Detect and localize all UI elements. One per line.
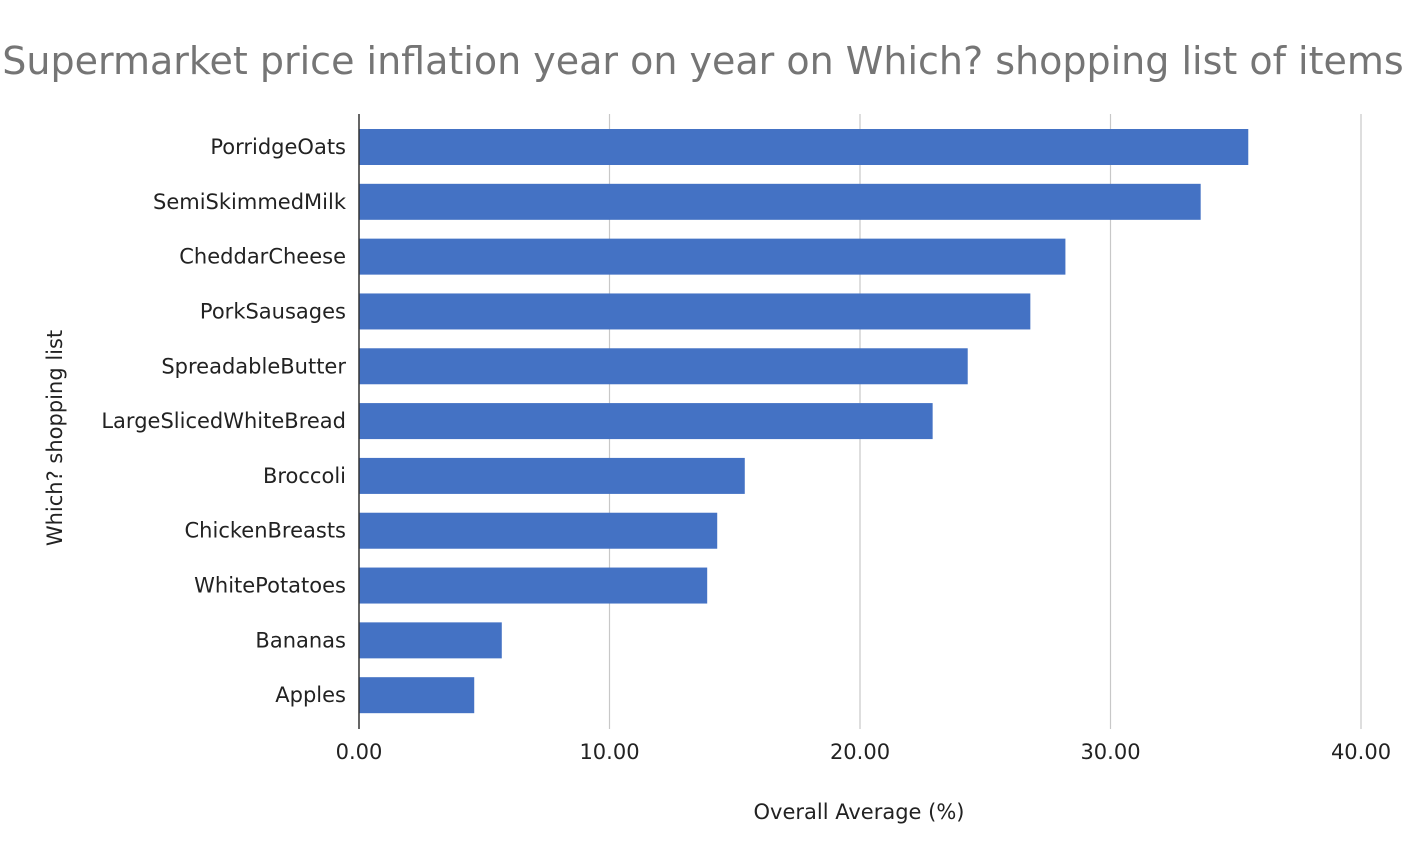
category-label-Broccoli: Broccoli <box>263 464 346 488</box>
bar-CheddarCheese <box>359 238 1066 275</box>
x-tick-label-20: 20.00 <box>830 740 890 764</box>
category-label-PorkSausages: PorkSausages <box>200 299 346 323</box>
x-tick-labels: 0.00 10.00 20.00 30.00 40.00 <box>336 740 1391 764</box>
x-tick-label-10: 10.00 <box>579 740 639 764</box>
category-labels: PorridgeOats SemiSkimmedMilk CheddarCheese… <box>101 135 346 707</box>
category-label-CheddarCheese: CheddarCheese <box>179 245 346 269</box>
category-label-LargeSlicedWhiteBread: LargeSlicedWhiteBread <box>101 409 346 433</box>
category-label-WhitePotatoes: WhitePotatoes <box>194 574 346 598</box>
bar-SemiSkimmedMilk <box>359 183 1201 220</box>
x-tick-label-40: 40.00 <box>1331 740 1391 764</box>
bar-Bananas <box>359 622 502 659</box>
y-axis-title: Which? shopping list <box>43 330 67 546</box>
category-label-SpreadableButter: SpreadableButter <box>161 354 346 378</box>
x-tick-label-30: 30.00 <box>1080 740 1140 764</box>
category-label-Bananas: Bananas <box>255 628 346 652</box>
category-label-Apples: Apples <box>275 683 346 707</box>
bar-SpreadableButter <box>359 348 968 385</box>
bar-PorridgeOats <box>359 129 1249 165</box>
category-label-SemiSkimmedMilk: SemiSkimmedMilk <box>153 190 347 214</box>
bars <box>359 129 1249 714</box>
category-label-PorridgeOats: PorridgeOats <box>210 135 346 159</box>
bar-Broccoli <box>359 457 745 494</box>
x-axis-title: Overall Average (%) <box>754 800 965 824</box>
x-tick-label-0: 0.00 <box>336 740 383 764</box>
bar-Apples <box>359 677 475 714</box>
bar-PorkSausages <box>359 293 1031 330</box>
chart-title: Supermarket price inflation year on year… <box>2 39 1403 83</box>
bar-LargeSlicedWhiteBread <box>359 403 933 440</box>
bar-ChickenBreasts <box>359 512 718 549</box>
bar-WhitePotatoes <box>359 567 708 604</box>
category-label-ChickenBreasts: ChickenBreasts <box>185 519 346 543</box>
